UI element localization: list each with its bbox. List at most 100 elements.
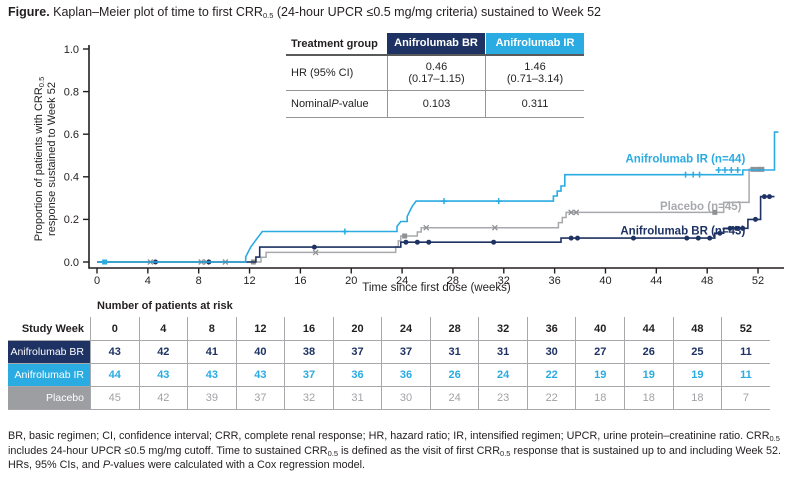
- stats-hr-row: HR (95% CI) 0.46 (0.17–1.15) 1.46 (0.71–…: [286, 56, 584, 91]
- at-risk-value: 36: [332, 364, 382, 386]
- censor-dot: [717, 230, 723, 236]
- censor-dot: [752, 216, 758, 222]
- at-risk-header-row: Study Week 0 4 8 12 16 20 24 28 32 36 40 44 48 52: [8, 317, 770, 341]
- at-risk-row-label: Anifrolumab BR: [8, 341, 90, 363]
- at-risk-row: Anifrolumab IR 44 43 43 43 37 36 36 26 24 22 19 19 19…: [8, 364, 770, 387]
- at-risk-week-header: 16: [284, 317, 333, 340]
- stats-hr-label: HR (95% CI): [291, 67, 354, 79]
- stats-header-treatment-group: Treatment group: [291, 37, 378, 50]
- stats-pvalue-ir-value: 0.311: [521, 98, 549, 110]
- x-tick-label: 0: [94, 275, 100, 287]
- at-risk-week-header: 4: [138, 317, 188, 340]
- censor-dot: [707, 235, 713, 241]
- at-risk-value: 43: [187, 364, 236, 386]
- stats-hr-br-value: 0.46: [425, 61, 448, 73]
- censor-dot: [568, 235, 574, 241]
- x-tick-label: 16: [294, 275, 306, 287]
- at-risk-row-label: Anifrolumab IR: [8, 364, 90, 386]
- censor-square: [712, 209, 718, 215]
- series-line: [97, 131, 779, 263]
- x-tick-label: 40: [599, 275, 611, 287]
- at-risk-value: 37: [284, 364, 333, 386]
- x-tick-label: 12: [243, 275, 255, 287]
- series-anifrolumab-ir: Anifrolumab IR (n=44): [97, 131, 779, 265]
- censor-square: [402, 233, 408, 239]
- at-risk-week-header: 24: [381, 317, 430, 340]
- at-risk-value: 19: [575, 364, 624, 386]
- stats-pvalue-ir: 0.311: [485, 91, 584, 117]
- at-risk-value: 30: [381, 387, 430, 409]
- censor-plus: [690, 171, 697, 178]
- censor-plus: [682, 171, 689, 178]
- stats-hr-br-ci: (0.17–1.15): [408, 73, 465, 85]
- at-risk-week-header: 44: [624, 317, 673, 340]
- at-risk-study-week-header: Study Week: [21, 322, 84, 335]
- censor-plus: [728, 166, 735, 173]
- x-tick-label: 52: [752, 275, 764, 287]
- at-risk-value: 45: [90, 387, 139, 409]
- y-tick-label: 0.4: [64, 172, 79, 184]
- at-risk-week-header: 28: [429, 317, 479, 340]
- at-risk-value: 38: [284, 341, 333, 363]
- censor-dot: [684, 235, 690, 241]
- series-anifrolumab-br: Anifrolumab BR (n=43): [97, 194, 775, 265]
- at-risk-row-label: Placebo: [8, 387, 90, 409]
- at-risk-value: 26: [429, 364, 479, 386]
- at-risk-value: 18: [672, 387, 722, 409]
- censor-dot: [491, 239, 497, 245]
- at-risk-value: 19: [624, 364, 673, 386]
- at-risk-value: 25: [672, 341, 722, 363]
- at-risk-value: 40: [235, 341, 285, 363]
- at-risk-week-header: 32: [478, 317, 527, 340]
- censor-x: [312, 249, 319, 256]
- curve-label-anifrolumab-br: Anifrolumab BR (n=43): [620, 225, 745, 237]
- at-risk-value: 18: [624, 387, 673, 409]
- at-risk-week-header: 52: [721, 317, 770, 340]
- censor-dot: [575, 235, 581, 241]
- stats-header-anifrolumab-ir: Anifrolumab IR: [485, 33, 584, 54]
- at-risk-value: 37: [332, 341, 382, 363]
- at-risk-value: 22: [526, 364, 576, 386]
- y-tick-label: 0.6: [64, 129, 79, 141]
- censor-dot: [733, 225, 739, 231]
- censor-dot: [403, 239, 409, 245]
- series-line: [97, 195, 775, 263]
- axes: [88, 45, 784, 269]
- at-risk-value: 43: [235, 364, 285, 386]
- at-risk-row: Anifrolumab BR 43 42 41 40 38 37 37 31 31 30 27 26 25…: [8, 341, 770, 364]
- at-risk-value: 30: [526, 341, 576, 363]
- y-axis-ticks: 0.0 0.2 0.4 0.6 0.8 1.0: [64, 44, 89, 269]
- at-risk-value: 37: [235, 387, 285, 409]
- at-risk-value: 36: [381, 364, 430, 386]
- at-risk-value: 42: [138, 341, 188, 363]
- censor-x: [491, 224, 498, 231]
- at-risk-week-header: 36: [526, 317, 576, 340]
- at-risk-table: Study Week 0 4 8 12 16 20 24 28 32 36 40 44 48 52 Anifr…: [8, 317, 770, 410]
- series-placebo: Placebo (n=45): [97, 166, 765, 265]
- at-risk-value: 7: [721, 387, 770, 409]
- censor-dot: [761, 194, 767, 200]
- stats-pvalue-label: Nominal P -value: [291, 98, 369, 110]
- stats-pvalue-row: Nominal P -value 0.103 0.311: [286, 91, 584, 118]
- stats-hr-br-cell: 0.46 (0.17–1.15): [387, 56, 485, 90]
- at-risk-value: 11: [721, 341, 770, 363]
- censor-dot: [630, 235, 636, 241]
- censor-plus: [734, 166, 741, 173]
- stats-hr-ir-ci: (0.71–3.14): [506, 73, 564, 85]
- at-risk-value: 41: [187, 341, 236, 363]
- at-risk-value: 23: [478, 387, 527, 409]
- curve-label-anifrolumab-ir: Anifrolumab IR (n=44): [625, 153, 745, 165]
- at-risk-value: 43: [138, 364, 188, 386]
- x-tick-label: 44: [650, 275, 662, 287]
- at-risk-value: 32: [284, 387, 333, 409]
- at-risk-week-header: 40: [575, 317, 624, 340]
- at-risk-value: 44: [90, 364, 139, 386]
- at-risk-value: 22: [526, 387, 576, 409]
- at-risk-value: 24: [429, 387, 479, 409]
- censor-plus: [715, 166, 722, 173]
- censor-dot: [766, 194, 772, 200]
- censor-plus: [495, 198, 502, 205]
- at-risk-value: 31: [332, 387, 382, 409]
